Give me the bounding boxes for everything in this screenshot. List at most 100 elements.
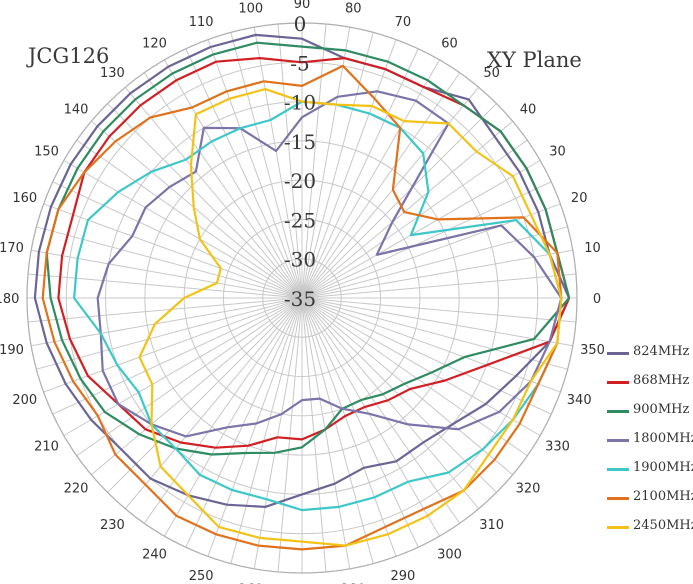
angular-tick-label: 170 xyxy=(0,241,24,256)
angular-tick-label: 60 xyxy=(441,37,458,52)
angular-tick-label: 230 xyxy=(100,518,125,533)
grid-spoke xyxy=(185,297,303,548)
grid-spoke xyxy=(301,27,351,299)
angular-tick-label: 10 xyxy=(584,241,601,256)
legend-label: 1900MHz xyxy=(633,460,693,475)
angular-tick-label: 220 xyxy=(64,482,89,497)
angular-tick-label: 330 xyxy=(545,440,570,455)
grid-spoke xyxy=(301,297,351,569)
grid-spoke xyxy=(301,297,461,524)
legend-label: 900MHz xyxy=(633,402,690,417)
radial-tick-labels: 0 -5 -10 -15 -20 -25 -30 -35 xyxy=(284,12,316,311)
plot-area xyxy=(33,33,571,551)
radial-tick-label: -25 xyxy=(284,208,316,232)
angular-tick-label: 250 xyxy=(189,569,214,584)
angular-tick-label: 350 xyxy=(580,343,605,358)
grid-spoke xyxy=(28,297,303,323)
legend-label: 2100MHz xyxy=(633,489,693,504)
legend-swatch xyxy=(607,497,629,500)
radial-tick-label: -15 xyxy=(284,130,316,154)
grid-spoke xyxy=(52,181,303,299)
grid-spoke xyxy=(107,297,303,493)
grid-spoke xyxy=(301,139,528,299)
grid-spoke xyxy=(301,273,576,299)
grid-spoke xyxy=(43,297,303,393)
radial-tick-label: -35 xyxy=(284,287,316,311)
grid-spoke xyxy=(164,59,303,299)
angular-tick-label: 240 xyxy=(142,547,167,562)
angular-tick-label: 160 xyxy=(12,191,37,206)
grid-spoke xyxy=(63,160,303,299)
chart-title: JCG126 xyxy=(28,44,110,68)
grid-spoke xyxy=(31,297,303,347)
radial-tick-label: -10 xyxy=(284,91,316,115)
legend-item: 900MHz xyxy=(607,402,693,431)
grid-spoke xyxy=(36,226,303,299)
polar-grid xyxy=(26,22,578,574)
grid-spoke xyxy=(301,24,327,299)
grid-spoke xyxy=(301,32,374,299)
angular-tick-label: 120 xyxy=(142,37,167,52)
grid-spoke xyxy=(301,59,440,299)
angular-tick-label: 50 xyxy=(483,66,500,81)
legend-swatch xyxy=(607,526,629,529)
grid-spoke xyxy=(164,297,303,537)
angular-tick-label: 280 xyxy=(341,583,366,584)
grid-spoke xyxy=(124,297,303,509)
grid-spoke xyxy=(143,297,303,524)
grid-spoke xyxy=(185,48,303,299)
legend-label: 824MHz xyxy=(633,344,690,359)
angular-tick-label: 90 xyxy=(294,0,311,12)
grid-spoke xyxy=(52,297,303,415)
grid-spoke xyxy=(301,297,561,393)
grid-spoke xyxy=(43,203,303,299)
angular-tick-label: 300 xyxy=(437,547,462,562)
series-line-900MHz xyxy=(45,41,571,456)
grid-spoke xyxy=(253,27,303,299)
legend-label: 868MHz xyxy=(633,373,690,388)
angular-tick-label: 40 xyxy=(520,102,537,117)
grid-spoke xyxy=(253,297,303,569)
series-line-2100MHz xyxy=(41,64,563,551)
legend-label: 1800MHz xyxy=(633,431,693,446)
grid-spoke xyxy=(207,39,303,299)
grid-spoke xyxy=(301,297,513,476)
grid-spoke xyxy=(107,103,303,299)
angular-tick-label: 190 xyxy=(0,343,24,358)
legend-label: 2450MHz xyxy=(633,518,693,533)
radial-tick-label: -30 xyxy=(284,248,316,272)
legend: 824MHz 868MHz 900MHz 1800MHz 1900MHz 2100MHz 2… xyxy=(607,344,693,547)
grid-spoke xyxy=(301,297,480,509)
series-line-1800MHz xyxy=(96,90,563,438)
grid-spoke xyxy=(301,226,568,299)
grid-spoke xyxy=(301,181,552,299)
legend-item: 1900MHz xyxy=(607,460,693,489)
legend-item: 1800MHz xyxy=(607,431,693,460)
grid-spoke xyxy=(301,297,374,564)
grid-spoke xyxy=(301,297,541,436)
chart-subtitle: XY Plane xyxy=(487,48,582,72)
legend-swatch xyxy=(607,468,629,471)
grid-spoke xyxy=(28,273,303,299)
legend-item: 2450MHz xyxy=(607,518,693,547)
series-line-868MHz xyxy=(57,56,571,449)
legend-item: 868MHz xyxy=(607,373,693,402)
angular-tick-label: 100 xyxy=(238,1,263,16)
angular-tick-label: 110 xyxy=(189,15,214,30)
grid-spoke xyxy=(91,297,303,476)
angular-tick-label: 0 xyxy=(593,292,601,307)
angular-tick-label: 200 xyxy=(12,393,37,408)
grid-spoke xyxy=(207,297,303,557)
grid-spoke xyxy=(277,297,303,572)
grid-spoke xyxy=(91,120,303,299)
grid-spoke xyxy=(301,297,576,323)
angular-tick-label: 70 xyxy=(395,15,412,30)
grid-spoke xyxy=(301,297,528,457)
angular-tick-label: 320 xyxy=(516,482,541,497)
angular-tick-label: 30 xyxy=(549,145,566,160)
outer-ring xyxy=(26,22,578,574)
grid-spoke xyxy=(301,87,480,299)
angular-tick-label: 290 xyxy=(390,569,415,584)
grid-spoke xyxy=(301,39,397,299)
grid-spoke xyxy=(301,120,513,299)
